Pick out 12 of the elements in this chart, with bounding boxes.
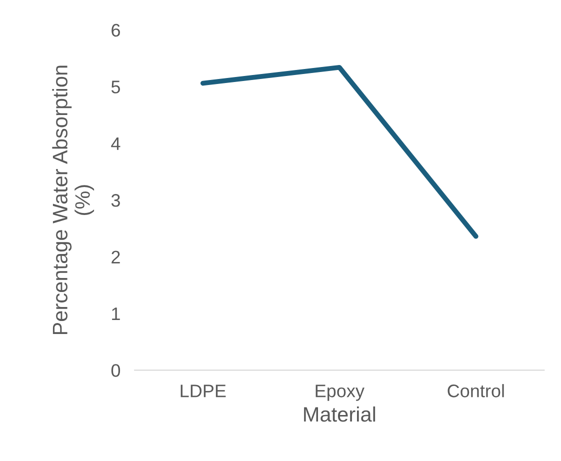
y-axis-title: Percentage Water Absorption (%) bbox=[52, 66, 94, 334]
x-tick-label: LDPE bbox=[180, 384, 226, 398]
x-tick-label: Epoxy bbox=[316, 384, 364, 401]
y-tick-label: 5 bbox=[111, 80, 120, 94]
y-tick-label: 4 bbox=[111, 137, 120, 150]
x-axis-title: Material bbox=[304, 406, 376, 422]
y-tick-label: 2 bbox=[112, 250, 120, 264]
x-tick-label: Control bbox=[448, 384, 504, 398]
y-tick-label: 1 bbox=[112, 308, 120, 320]
y-tick-label: 6 bbox=[112, 24, 120, 37]
y-tick-label: 0 bbox=[111, 364, 120, 377]
y-tick-label: 3 bbox=[111, 194, 120, 207]
